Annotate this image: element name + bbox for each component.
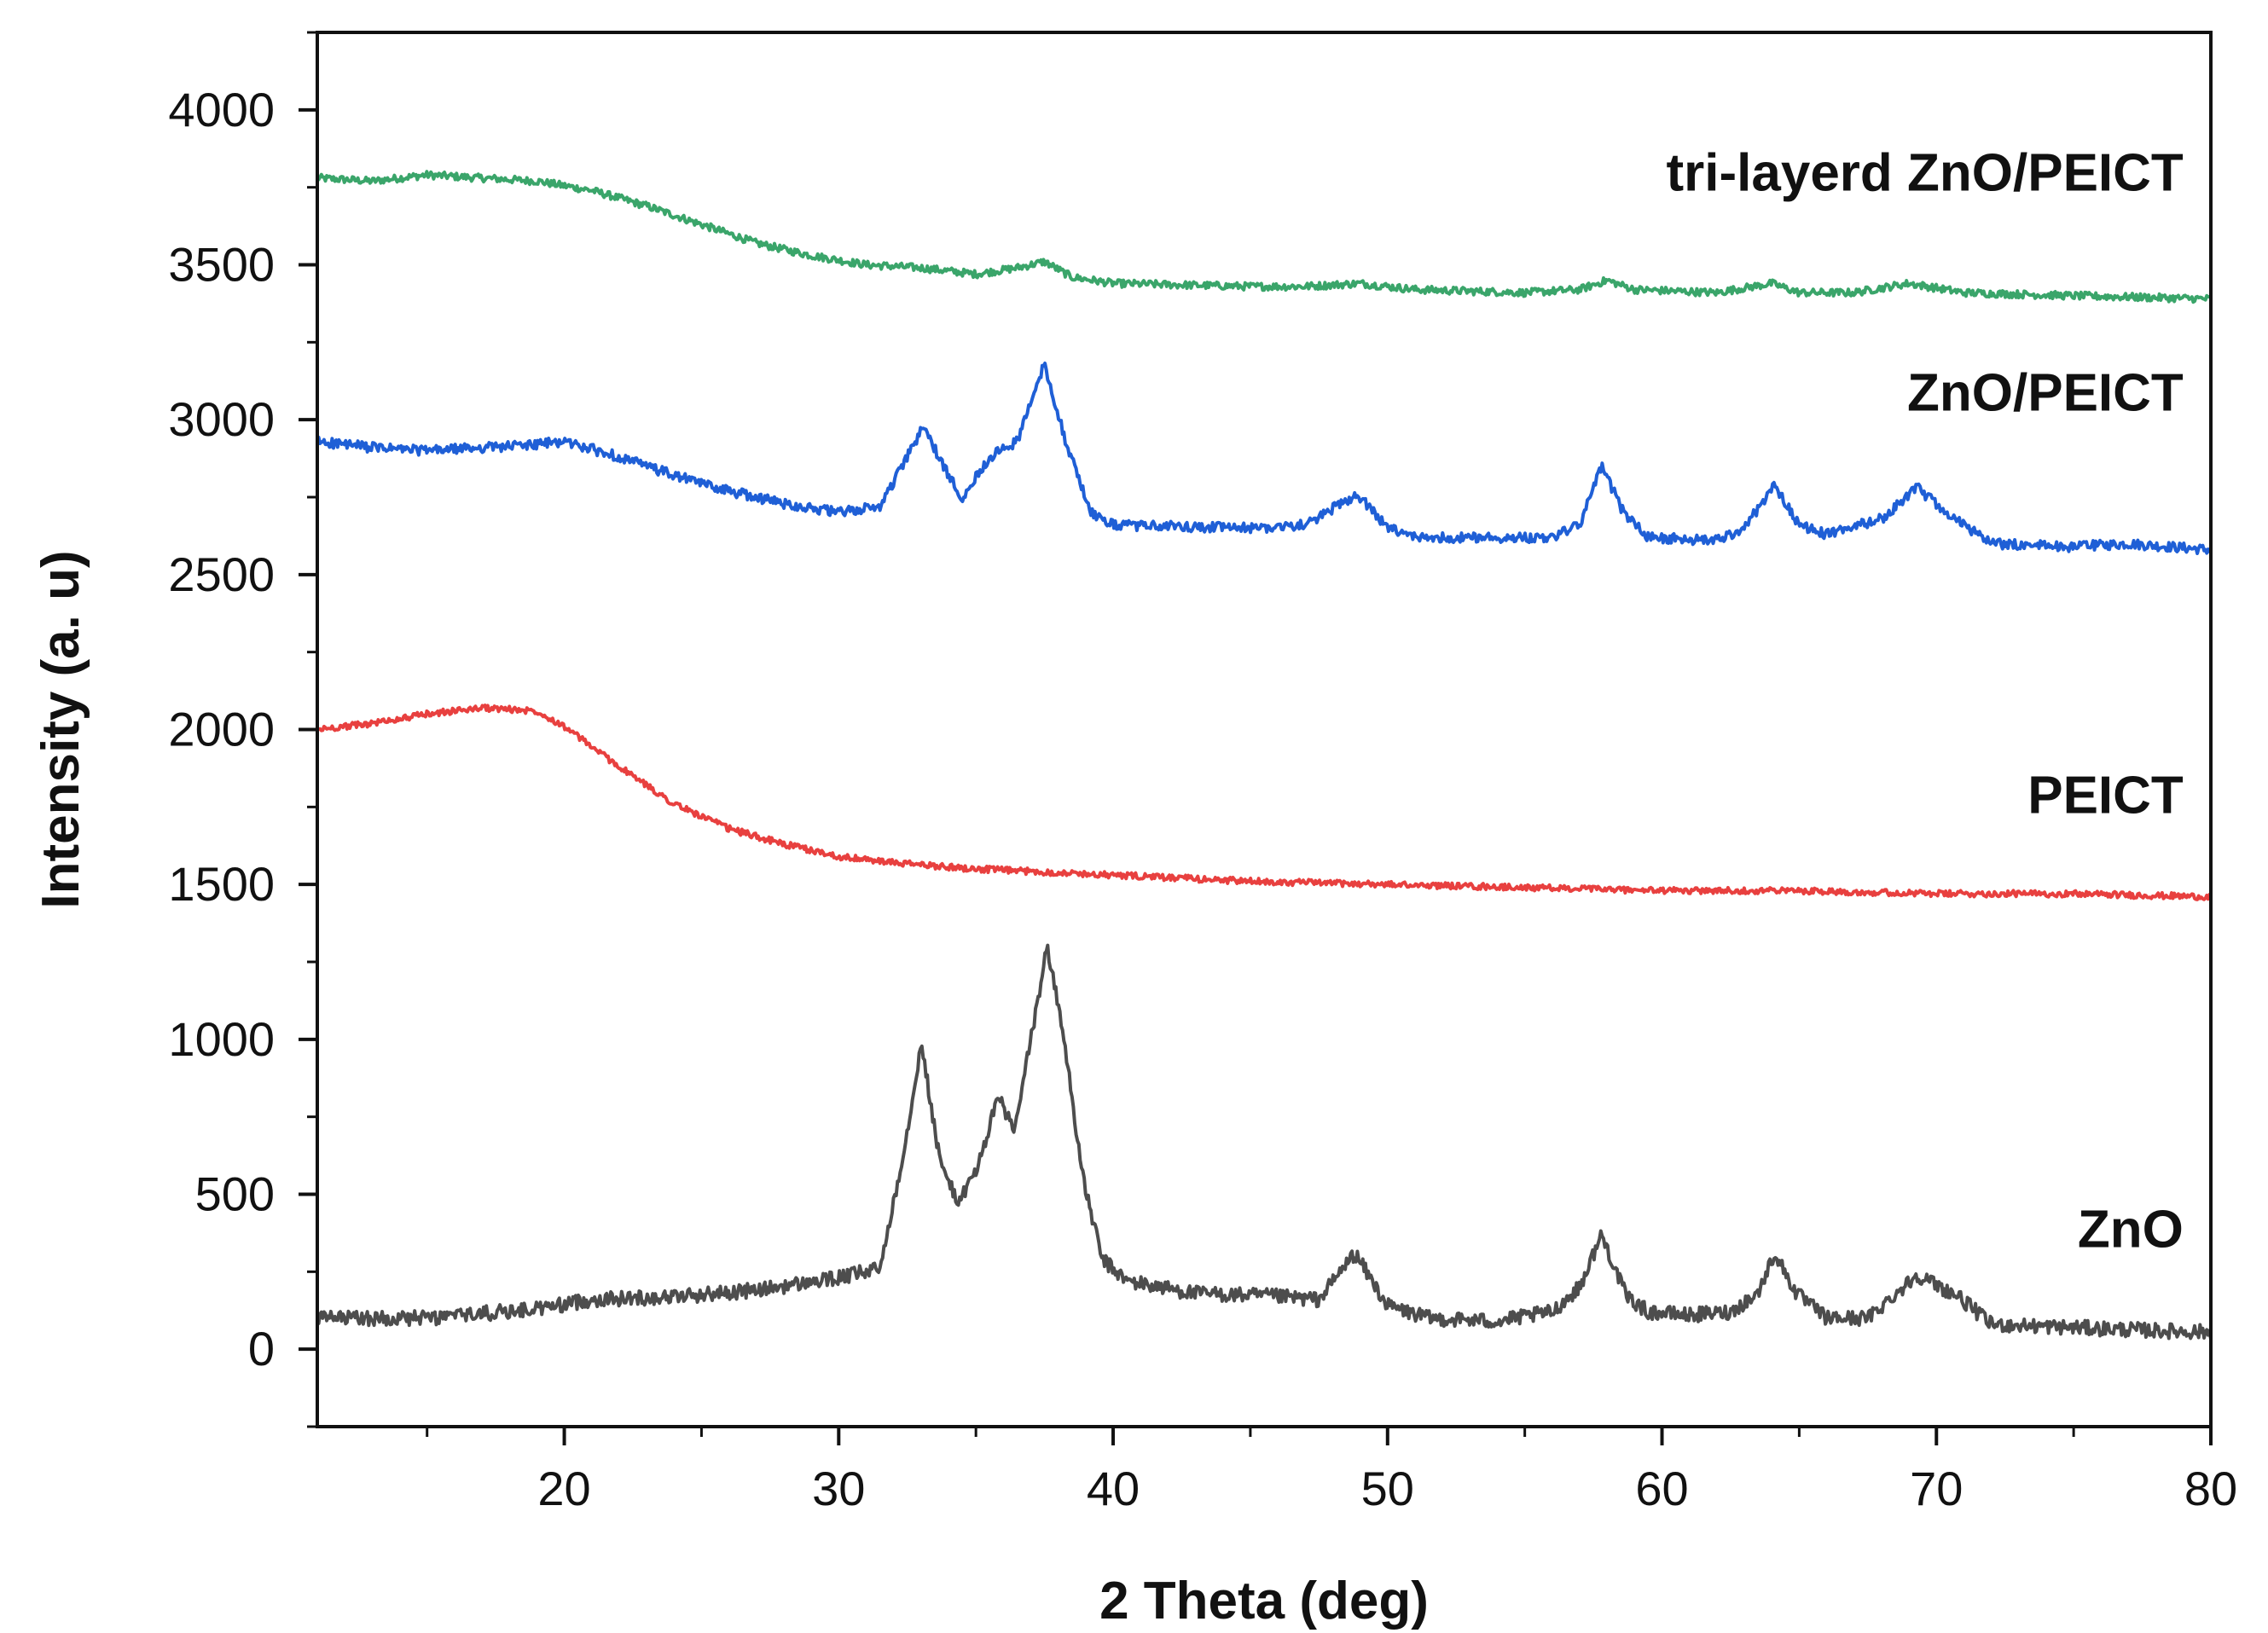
series-labels: tri-layerd ZnO/PEICT ZnO/PEICT PEICT ZnO: [1666, 143, 2183, 1259]
x-tick-label: 30: [812, 1462, 865, 1515]
x-tick-label: 80: [2184, 1462, 2237, 1515]
series-line-1: [316, 362, 2213, 555]
y-tick-label: 1000: [168, 1012, 275, 1066]
x-tick-label: 70: [1910, 1462, 1963, 1515]
series-line-3: [316, 943, 2213, 1341]
series-label: PEICT: [2027, 767, 2184, 825]
series-label: ZnO/PEICT: [1907, 363, 2184, 422]
x-tick-label: 40: [1087, 1462, 1140, 1515]
series-line-2: [316, 704, 2213, 901]
x-tick-label: 20: [537, 1462, 590, 1515]
x-axis-title: 2 Theta (deg): [1099, 1572, 1429, 1630]
x-axis-ticks: 20 30 40 50 60 70 80: [426, 1427, 2237, 1515]
x-tick-label: 50: [1361, 1462, 1414, 1515]
x-tick-label: 60: [1635, 1462, 1688, 1515]
y-axis-ticks: 0 500 1000 1500 2000 2500 3000 3500 4000: [168, 31, 317, 1428]
series-layer: [316, 170, 2213, 1341]
series-label: ZnO: [2078, 1200, 2184, 1259]
y-tick-label: 3000: [168, 392, 275, 446]
series-line-0: [316, 170, 2212, 304]
y-tick-label: 500: [195, 1167, 275, 1221]
y-tick-label: 0: [248, 1322, 275, 1375]
series-label: tri-layerd ZnO/PEICT: [1666, 143, 2183, 202]
y-tick-label: 1500: [168, 857, 275, 911]
y-axis-title: Intensity (a. u): [32, 550, 90, 908]
y-tick-label: 2500: [168, 547, 275, 601]
y-tick-label: 3500: [168, 238, 275, 292]
y-tick-label: 4000: [168, 83, 275, 136]
y-tick-label: 2000: [168, 703, 275, 756]
